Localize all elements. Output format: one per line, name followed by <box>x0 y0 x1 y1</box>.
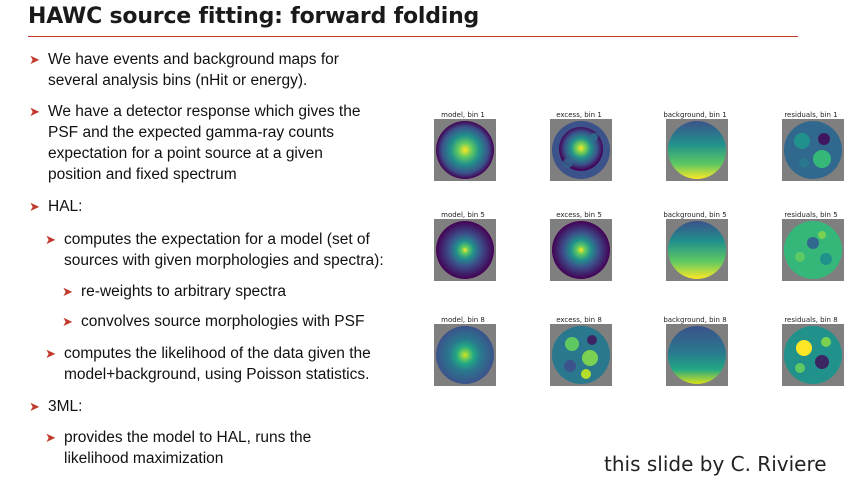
bullet-text: computes the likelihood of the data give… <box>64 345 371 383</box>
bullet-detector-response: ➤ We have a detector response which give… <box>29 101 361 185</box>
subsubbullet-convolves: ➤ convolves source morphologies with PSF <box>62 311 365 332</box>
panel-label: residuals, bin 5 <box>784 211 838 219</box>
background-map-bin-5 <box>666 219 728 281</box>
panel-label: model, bin 5 <box>441 211 485 219</box>
panel-label: background, bin 1 <box>663 111 727 119</box>
subbullet-likelihood: ➤ computes the likelihood of the data gi… <box>45 343 371 385</box>
arrow-bullet-icon: ➤ <box>29 199 40 214</box>
panel-label: model, bin 8 <box>441 316 485 324</box>
slide-credit: this slide by C. Riviere <box>604 452 827 476</box>
panel-label: residuals, bin 1 <box>784 111 838 119</box>
bullet-text: convolves source morphologies with PSF <box>81 313 365 330</box>
panel-label: excess, bin 1 <box>556 111 602 119</box>
arrow-bullet-icon: ➤ <box>45 346 56 361</box>
bullet-hal: ➤ HAL: <box>29 196 83 217</box>
residuals-map-bin-5 <box>782 219 844 281</box>
background-map-bin-8 <box>666 324 728 386</box>
arrow-bullet-icon: ➤ <box>62 314 73 329</box>
residuals-map-bin-1 <box>782 119 844 181</box>
background-map-bin-1 <box>666 119 728 181</box>
title-divider <box>28 36 798 37</box>
bullet-events: ➤ We have events and background maps for… <box>29 49 339 91</box>
excess-map-bin-8 <box>550 324 612 386</box>
bullet-3ml: ➤ 3ML: <box>29 396 83 417</box>
panel-label: excess, bin 5 <box>556 211 602 219</box>
subsubbullet-reweights: ➤ re-weights to arbitrary spectra <box>62 281 287 302</box>
slide-title: HAWC source fitting: forward folding <box>28 4 480 29</box>
bullet-text: 3ML: <box>48 398 83 415</box>
arrow-bullet-icon: ➤ <box>45 232 56 247</box>
bullet-text: re-weights to arbitrary spectra <box>81 283 287 300</box>
arrow-bullet-icon: ➤ <box>29 52 40 67</box>
excess-map-bin-1 <box>550 119 612 181</box>
model-map-bin-1 <box>434 119 496 181</box>
arrow-bullet-icon: ➤ <box>29 104 40 119</box>
panel-label: background, bin 5 <box>663 211 727 219</box>
bullet-text: HAL: <box>48 198 83 215</box>
residuals-map-bin-8 <box>782 324 844 386</box>
arrow-bullet-icon: ➤ <box>29 399 40 414</box>
model-map-bin-8 <box>434 324 496 386</box>
model-map-bin-5 <box>434 219 496 281</box>
bullet-text: provides the model to HAL, runs the like… <box>64 429 312 467</box>
panel-label: excess, bin 8 <box>556 316 602 324</box>
arrow-bullet-icon: ➤ <box>62 284 73 299</box>
bullet-text: computes the expectation for a model (se… <box>64 231 384 269</box>
bullet-text: We have events and background maps for s… <box>48 51 339 89</box>
bullet-text: We have a detector response which gives … <box>48 103 361 183</box>
panel-label: model, bin 1 <box>441 111 485 119</box>
subbullet-computes-expectation: ➤ computes the expectation for a model (… <box>45 229 384 271</box>
excess-map-bin-5 <box>550 219 612 281</box>
panel-label: background, bin 8 <box>663 316 727 324</box>
panel-label: residuals, bin 8 <box>784 316 838 324</box>
subbullet-provides-model: ➤ provides the model to HAL, runs the li… <box>45 427 312 469</box>
arrow-bullet-icon: ➤ <box>45 430 56 445</box>
